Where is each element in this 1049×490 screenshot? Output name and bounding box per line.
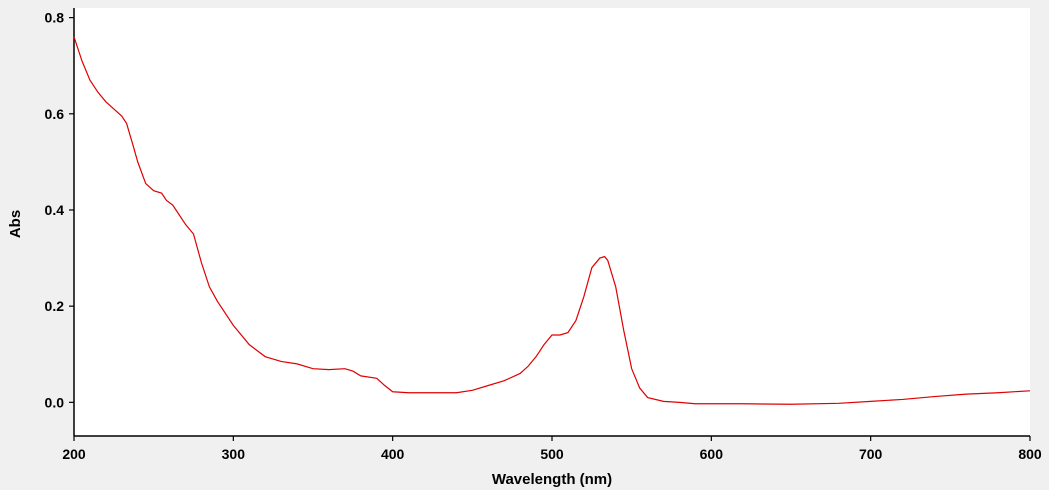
x-axis-title: Wavelength (nm) <box>492 471 612 488</box>
x-tick-label: 600 <box>700 446 724 462</box>
y-axis-title: Abs <box>7 210 24 238</box>
y-tick-label: 0.0 <box>45 394 65 410</box>
x-tick-label: 700 <box>859 446 883 462</box>
x-tick-label: 400 <box>381 446 405 462</box>
y-tick-label: 0.6 <box>45 106 65 122</box>
series-line-absorbance <box>73 36 1031 405</box>
x-tick-label: 500 <box>540 446 564 462</box>
y-tick-label: 0.4 <box>45 202 65 218</box>
x-ticks: 200 300 400 500 600 700 800 <box>62 436 1042 462</box>
y-tick-label: 0.8 <box>45 10 65 26</box>
y-ticks: 0.0 0.2 0.4 0.6 0.8 <box>45 10 74 410</box>
x-tick-label: 800 <box>1018 446 1042 462</box>
x-tick-label: 200 <box>62 446 86 462</box>
x-tick-label: 300 <box>222 446 246 462</box>
y-tick-label: 0.2 <box>45 298 65 314</box>
plot-area <box>74 8 1030 436</box>
